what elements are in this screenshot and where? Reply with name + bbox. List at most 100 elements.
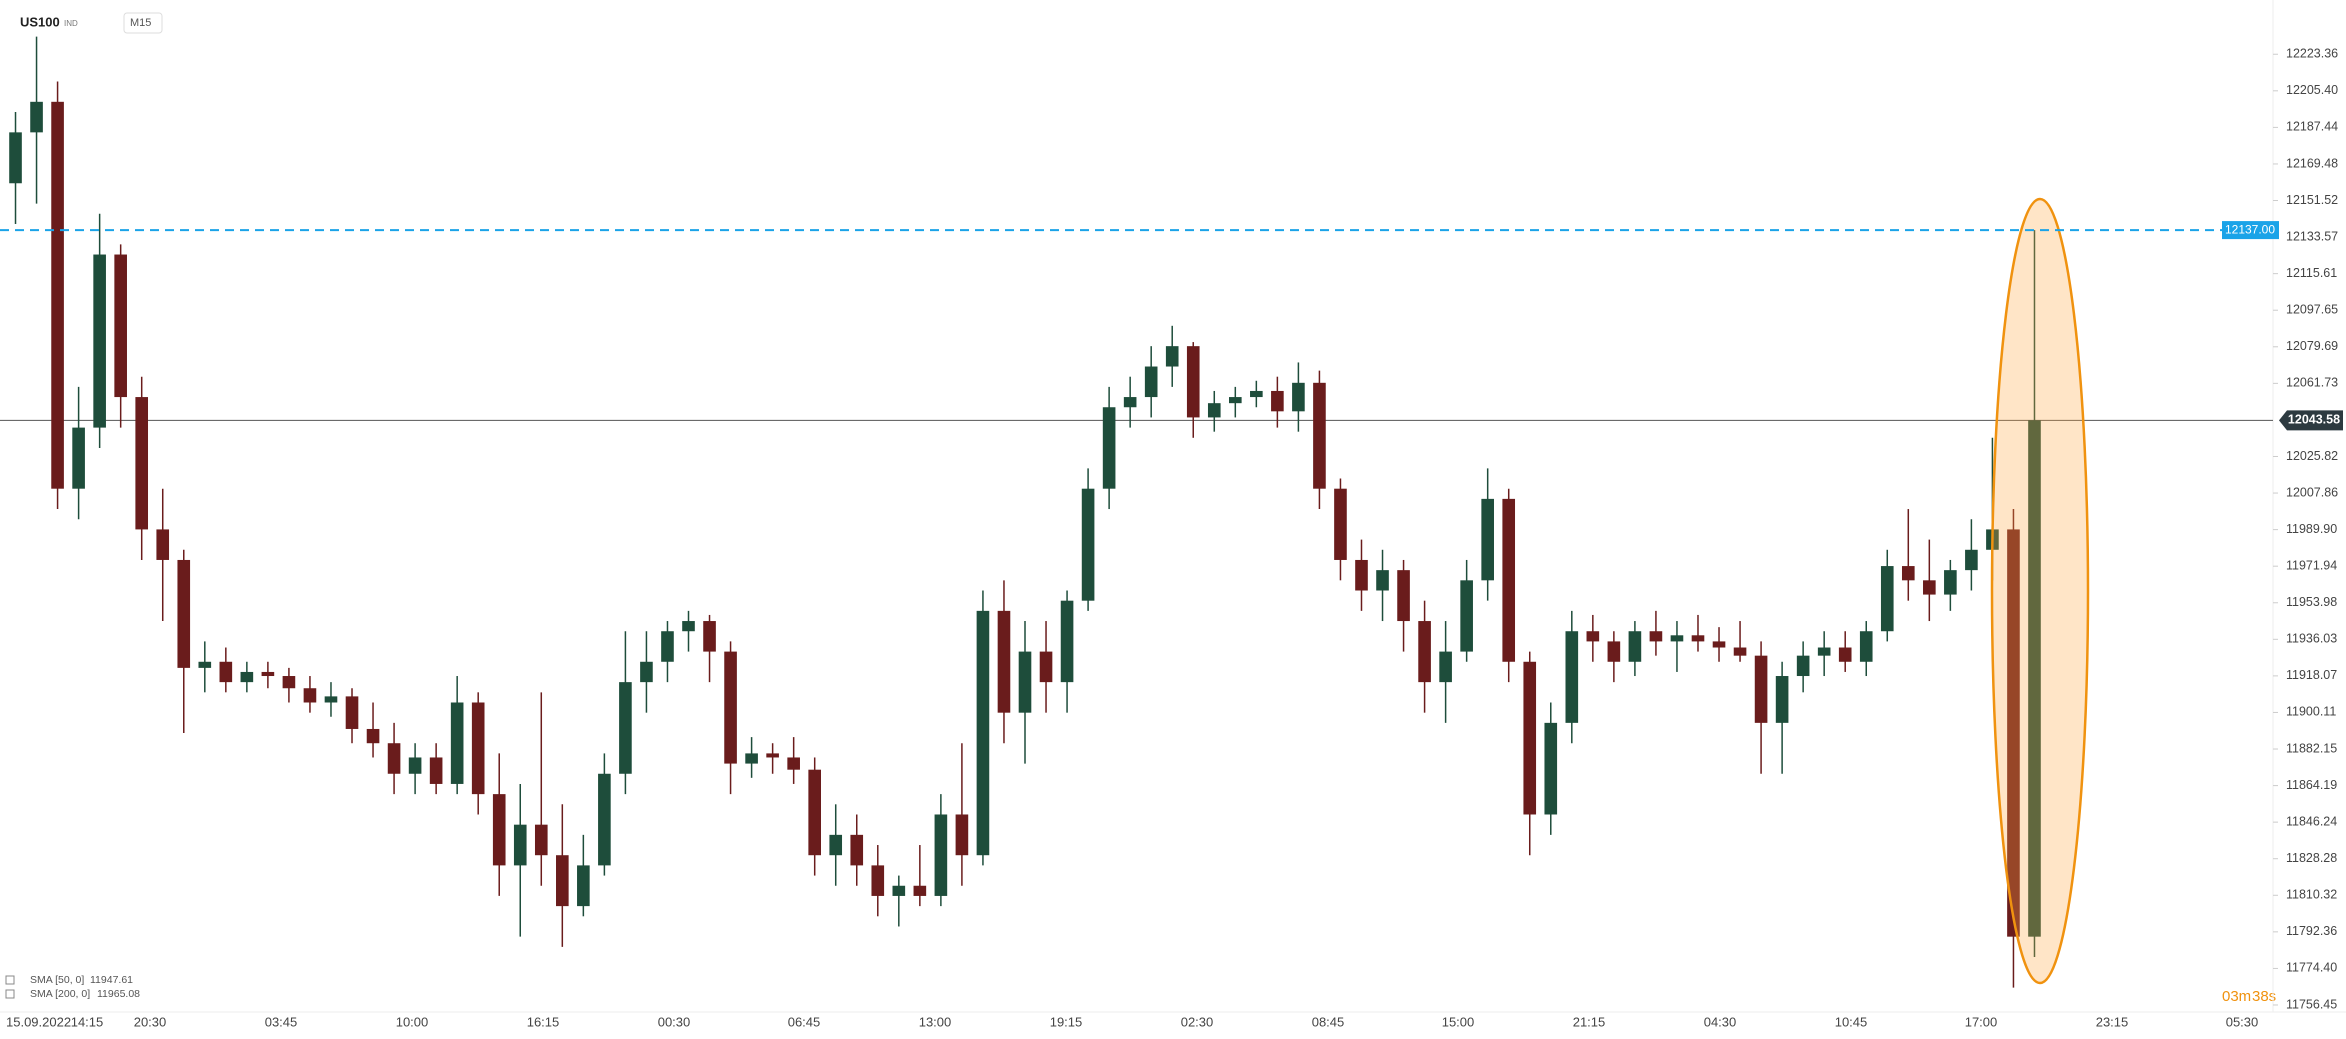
candle-body	[429, 757, 443, 784]
x-tick-label: 03:45	[265, 1014, 298, 1029]
y-tick-label: 11792.36	[2286, 924, 2337, 938]
candle-body	[219, 661, 233, 683]
candle-body	[913, 885, 927, 896]
candle-body	[640, 661, 653, 683]
candle-body	[976, 610, 990, 856]
y-tick-label: 12151.52	[2286, 193, 2338, 207]
candle-body	[1859, 631, 1873, 662]
interval-button[interactable]	[123, 12, 163, 34]
candle-body	[997, 610, 1011, 713]
candle-body	[1502, 498, 1516, 662]
candle-body	[72, 427, 85, 489]
x-tick-label: 15.09.2022	[6, 1014, 71, 1029]
x-tick-label: 19:15	[1050, 1014, 1083, 1029]
y-tick-label: 12097.65	[2286, 303, 2338, 317]
candle-body	[198, 661, 212, 668]
candle-body	[1754, 655, 1768, 723]
candle-body	[1144, 366, 1158, 398]
highlight	[1990, 197, 2090, 985]
candle-body	[577, 865, 590, 907]
candle-body	[1965, 549, 1978, 571]
candle-body	[661, 631, 674, 662]
candle-body	[156, 529, 170, 560]
y-tick-label: 11756.45	[2286, 997, 2337, 1011]
candle-body	[871, 865, 885, 896]
level-label: 12137.00	[2225, 222, 2275, 236]
x-tick-label: 08:45	[1312, 1014, 1345, 1029]
candle-body	[892, 885, 906, 896]
candle-body	[492, 794, 506, 866]
candle-body	[1060, 600, 1074, 683]
y-tick-label: 11846.24	[2286, 814, 2337, 828]
candle-body	[955, 814, 969, 856]
candle-body	[1712, 641, 1726, 648]
y-tick-label: 12223.36	[2286, 47, 2338, 61]
x-tick-label: 10:00	[396, 1014, 429, 1029]
y-tick-label: 12187.44	[2286, 120, 2338, 134]
indicator-name: SMA [50, 0]	[30, 974, 84, 986]
candle-body	[30, 101, 43, 133]
x-tick-label: 15:00	[1442, 1014, 1475, 1029]
candle-body	[1586, 631, 1600, 642]
candle-body	[1039, 651, 1053, 683]
candle-body	[387, 743, 401, 774]
candle-body	[303, 688, 317, 703]
countdown-min: 03m	[2222, 988, 2251, 1005]
candle-body	[93, 254, 106, 428]
symbol: US100	[20, 14, 60, 29]
candle-body	[1817, 647, 1831, 656]
candle-body	[745, 753, 758, 764]
candle-body	[366, 728, 380, 744]
candle-body	[1334, 488, 1347, 560]
candle-body	[177, 559, 191, 668]
y-tick-label: 12133.57	[2286, 229, 2338, 243]
candle-body	[724, 651, 737, 764]
candle-body	[1691, 635, 1705, 642]
candle-body	[534, 824, 548, 856]
candle-body	[598, 773, 611, 866]
candle-body	[787, 757, 800, 770]
market: IND	[64, 19, 78, 28]
candle-body	[1229, 397, 1242, 404]
y-tick-label: 11864.19	[2286, 778, 2337, 792]
candle-body	[324, 696, 338, 703]
candle-body	[282, 676, 296, 689]
candle-body	[1649, 631, 1663, 642]
x-tick-label: 02:30	[1181, 1014, 1214, 1029]
y-tick-label: 12205.40	[2286, 83, 2338, 97]
x-tick-label: 16:15	[527, 1014, 560, 1029]
candle-body	[471, 702, 485, 795]
x-tick-label: 23:15	[2096, 1014, 2129, 1029]
candle-body	[1165, 346, 1179, 367]
candle-body	[450, 702, 464, 784]
x-tick-label: 05:30	[2226, 1014, 2259, 1029]
candle-body	[703, 621, 716, 652]
current-price-label: 12043.58	[2288, 413, 2340, 427]
candle-body	[408, 757, 422, 774]
candle-body	[1418, 621, 1431, 683]
candle-body	[135, 397, 149, 530]
candle-body	[240, 671, 254, 683]
candle-body	[1880, 566, 1894, 632]
candle-body	[682, 621, 695, 632]
candle-body	[1628, 631, 1642, 662]
indicator-value: 11947.61	[90, 974, 133, 986]
candle-body	[1838, 647, 1852, 662]
y-tick-label: 11953.98	[2286, 595, 2337, 609]
interval[interactable]: M15	[130, 17, 151, 29]
y-tick-label: 11900.11	[2286, 705, 2336, 719]
candle-body	[1250, 390, 1263, 398]
candle-body	[829, 834, 843, 856]
indicator-name: SMA [200, 0]	[30, 988, 90, 1000]
candle-body	[1460, 580, 1473, 652]
candle-body	[9, 132, 22, 184]
y-tick-label: 12007.86	[2286, 485, 2338, 499]
x-tick-label: 21:15	[1573, 1014, 1606, 1029]
candle-body	[1186, 346, 1200, 418]
candle-body	[51, 101, 64, 489]
y-tick-label: 11918.07	[2286, 668, 2337, 682]
y-tick-label: 12025.82	[2286, 449, 2338, 463]
candle-body	[1607, 641, 1621, 662]
y-tick-label: 11774.40	[2286, 961, 2337, 975]
candle-body	[1544, 722, 1558, 815]
